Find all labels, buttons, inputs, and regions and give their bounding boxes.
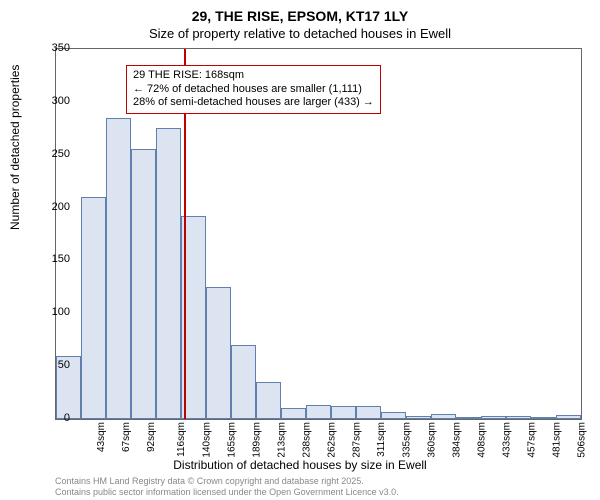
x-tick: 67sqm bbox=[121, 422, 132, 452]
attribution-text: Contains HM Land Registry data © Crown c… bbox=[55, 476, 399, 498]
y-axis-label: Number of detached properties bbox=[8, 65, 22, 230]
y-tick: 300 bbox=[30, 95, 70, 107]
y-tick: 50 bbox=[30, 359, 70, 371]
histogram-bar bbox=[231, 345, 256, 419]
histogram-bar bbox=[531, 417, 556, 419]
chart-title-sub: Size of property relative to detached ho… bbox=[0, 26, 600, 41]
y-tick: 150 bbox=[30, 253, 70, 265]
chart-container: 29, THE RISE, EPSOM, KT17 1LY Size of pr… bbox=[0, 0, 600, 500]
histogram-bar bbox=[281, 408, 306, 419]
histogram-bar bbox=[131, 149, 156, 419]
x-tick: 116sqm bbox=[175, 422, 186, 457]
chart-title-main: 29, THE RISE, EPSOM, KT17 1LY bbox=[0, 8, 600, 24]
x-tick: 408sqm bbox=[476, 422, 487, 458]
x-tick: 189sqm bbox=[251, 422, 262, 458]
histogram-bar bbox=[431, 414, 456, 419]
y-tick: 200 bbox=[30, 201, 70, 213]
x-tick: 360sqm bbox=[426, 422, 437, 458]
histogram-bar bbox=[556, 415, 581, 419]
x-axis-label: Distribution of detached houses by size … bbox=[0, 458, 600, 472]
x-tick: 92sqm bbox=[146, 422, 157, 452]
histogram-bar bbox=[206, 287, 231, 419]
y-tick: 0 bbox=[30, 412, 70, 424]
annotation-box: 29 THE RISE: 168sqm← 72% of detached hou… bbox=[126, 65, 381, 114]
histogram-bar bbox=[456, 417, 481, 419]
attribution-line1: Contains HM Land Registry data © Crown c… bbox=[55, 476, 399, 487]
histogram-bar bbox=[81, 197, 106, 419]
x-tick: 384sqm bbox=[451, 422, 462, 458]
y-tick: 250 bbox=[30, 148, 70, 160]
histogram-bar bbox=[256, 382, 281, 419]
x-tick: 140sqm bbox=[201, 422, 212, 458]
x-tick: 433sqm bbox=[501, 422, 512, 458]
attribution-line2: Contains public sector information licen… bbox=[55, 487, 399, 498]
x-tick: 165sqm bbox=[226, 422, 237, 458]
y-tick: 350 bbox=[30, 42, 70, 54]
histogram-bar bbox=[306, 405, 331, 419]
histogram-bar bbox=[481, 416, 506, 419]
histogram-bar bbox=[106, 118, 131, 419]
x-tick: 311sqm bbox=[375, 422, 386, 457]
x-tick: 43sqm bbox=[96, 422, 107, 452]
x-tick: 262sqm bbox=[326, 422, 337, 458]
x-tick: 481sqm bbox=[551, 422, 562, 458]
histogram-bar bbox=[406, 416, 431, 419]
annotation-line: 28% of semi-detached houses are larger (… bbox=[133, 96, 374, 110]
histogram-bar bbox=[156, 128, 181, 419]
annotation-line: 29 THE RISE: 168sqm bbox=[133, 69, 374, 83]
histogram-bar bbox=[356, 406, 381, 419]
y-tick: 100 bbox=[30, 306, 70, 318]
x-tick: 238sqm bbox=[301, 422, 312, 458]
histogram-bar bbox=[506, 416, 531, 419]
x-tick: 457sqm bbox=[526, 422, 537, 458]
histogram-bar bbox=[381, 412, 406, 419]
x-tick: 335sqm bbox=[401, 422, 412, 458]
x-tick: 213sqm bbox=[276, 422, 287, 458]
plot-area: 29 THE RISE: 168sqm← 72% of detached hou… bbox=[55, 48, 582, 420]
annotation-line: ← 72% of detached houses are smaller (1,… bbox=[133, 83, 374, 97]
histogram-bar bbox=[331, 406, 356, 419]
x-tick: 287sqm bbox=[351, 422, 362, 458]
x-tick: 506sqm bbox=[576, 422, 587, 458]
